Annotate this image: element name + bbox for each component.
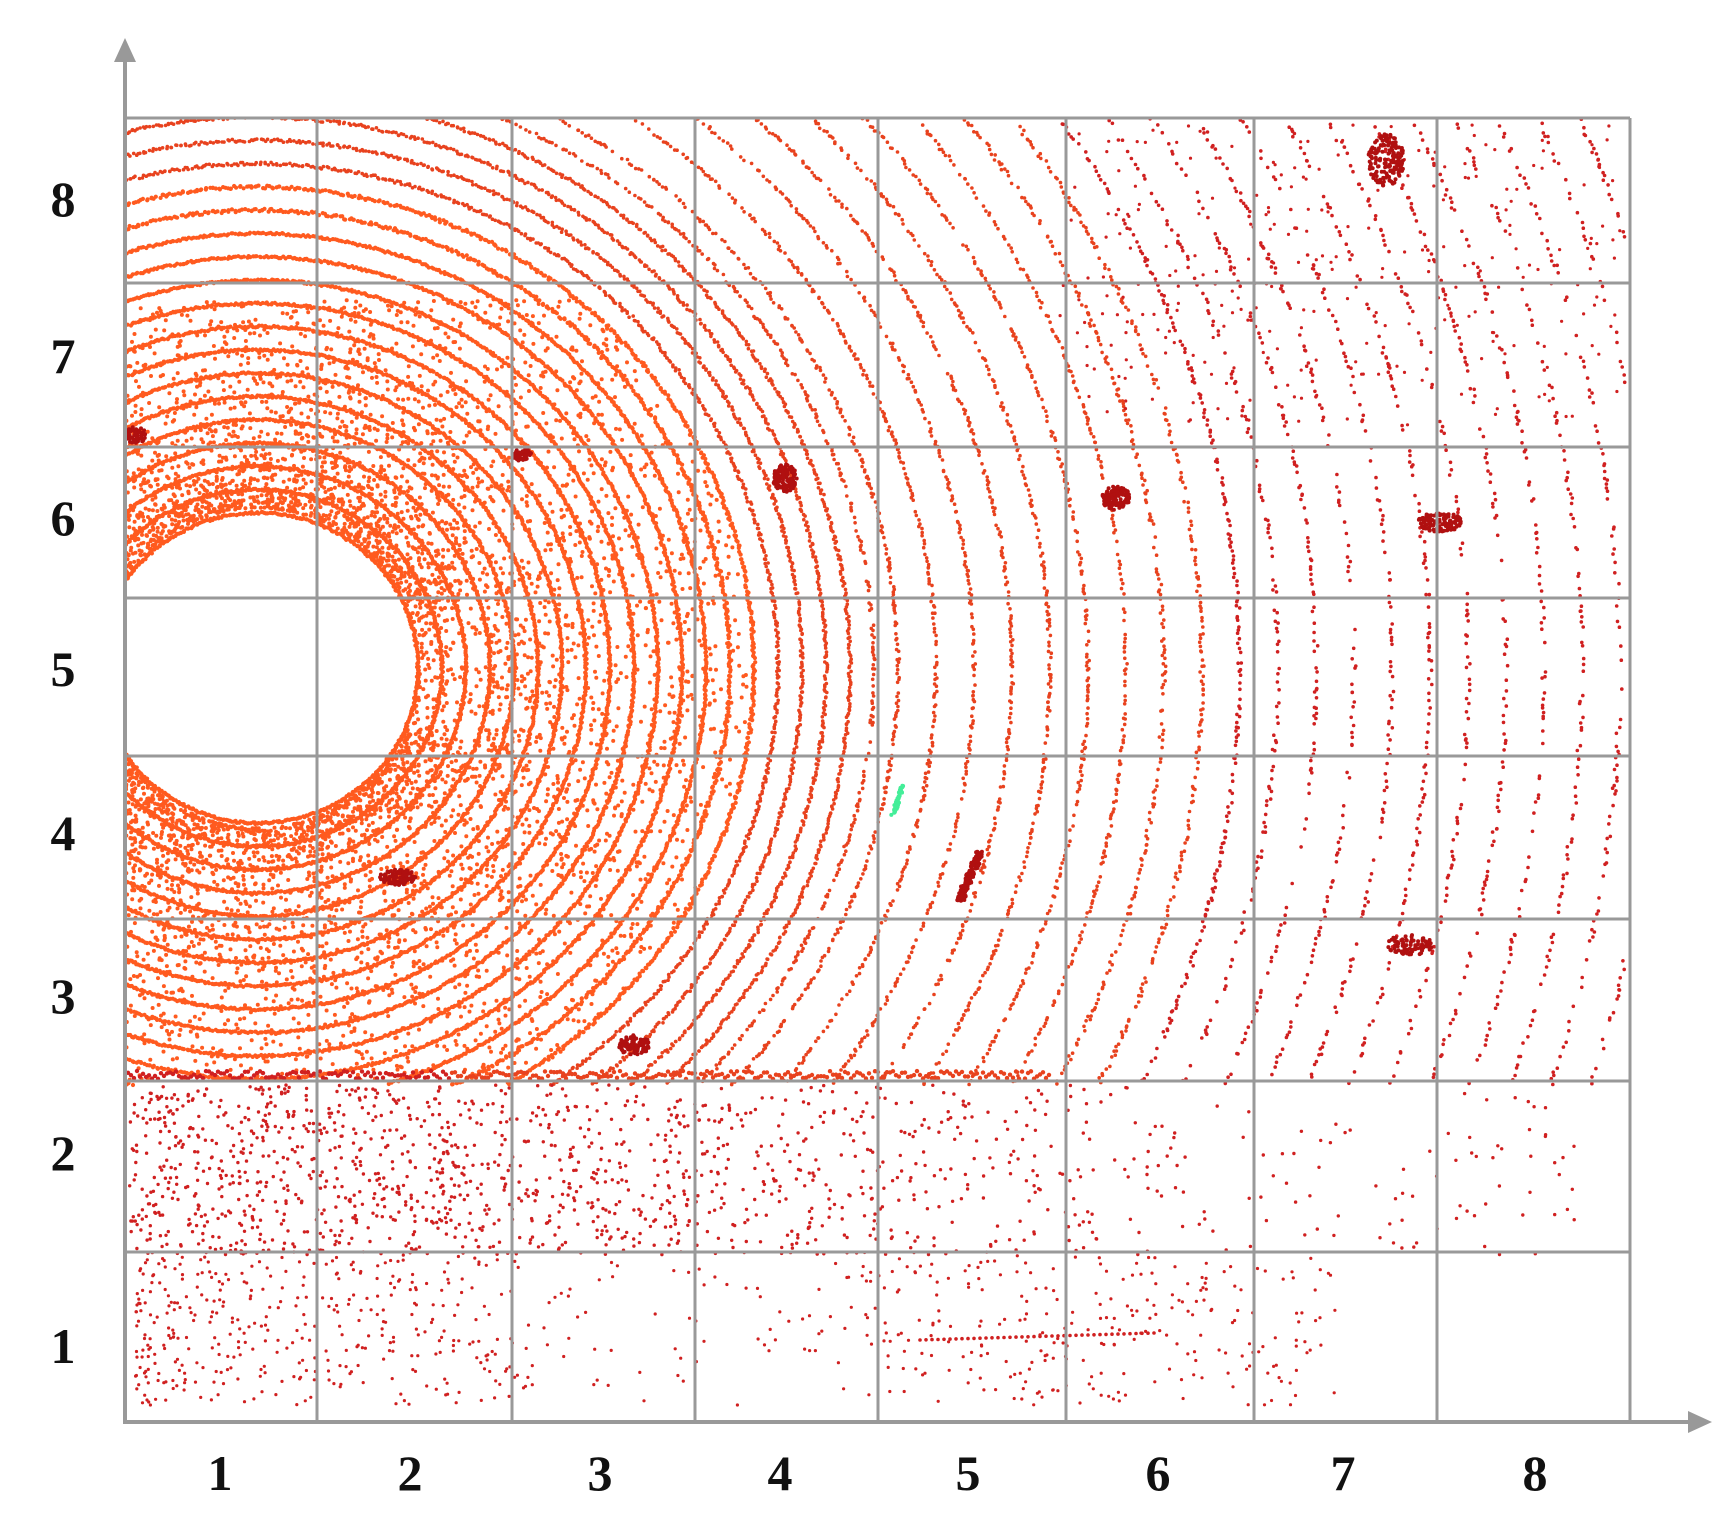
- x-tick-label: 5: [956, 1445, 981, 1501]
- point-cloud: [121, 116, 1626, 1406]
- y-tick-label: 5: [51, 641, 76, 697]
- y-tick-label: 3: [51, 968, 76, 1024]
- x-tick-label: 8: [1523, 1445, 1548, 1501]
- x-axis-arrow-icon: [1688, 1411, 1712, 1433]
- x-tick-label: 7: [1331, 1445, 1356, 1501]
- x-tick-label: 4: [768, 1445, 793, 1501]
- y-axis-arrow-icon: [114, 38, 136, 62]
- y-tick-label: 8: [51, 171, 76, 227]
- y-tick-label: 2: [51, 1125, 76, 1181]
- y-tick-label: 7: [51, 328, 76, 384]
- x-tick-label: 6: [1146, 1445, 1171, 1501]
- x-tick-label: 1: [208, 1445, 233, 1501]
- y-tick-label: 1: [51, 1318, 76, 1374]
- x-tick-label: 2: [398, 1445, 423, 1501]
- y-tick-label: 6: [51, 490, 76, 546]
- x-tick-label: 3: [588, 1445, 613, 1501]
- axes: [114, 38, 1712, 1433]
- y-tick-label: 4: [51, 805, 76, 861]
